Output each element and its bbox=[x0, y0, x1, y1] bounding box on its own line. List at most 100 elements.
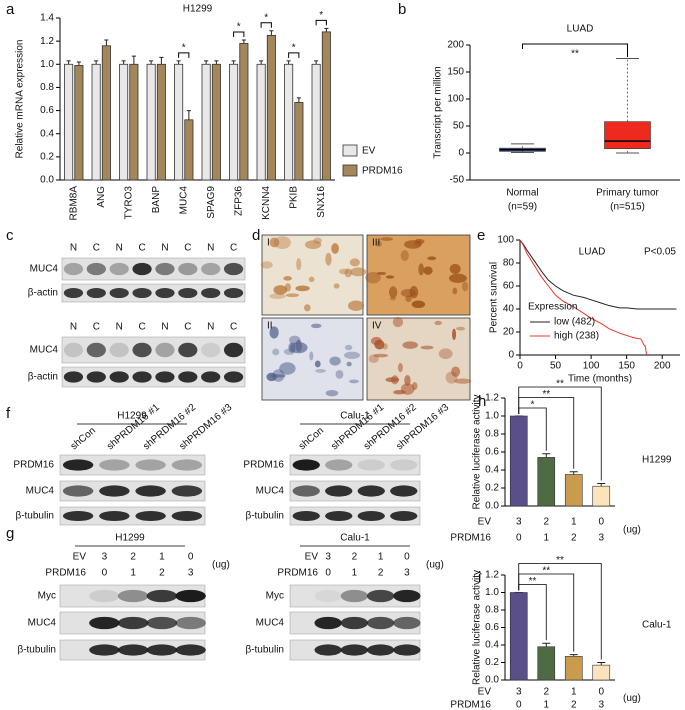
x-tick-label: 100 bbox=[583, 361, 600, 372]
bar bbox=[284, 63, 294, 181]
y-tick-label: 20 bbox=[503, 327, 515, 338]
dose-row-label: EV bbox=[478, 687, 492, 698]
lane-label: C bbox=[138, 243, 145, 254]
error-bar bbox=[542, 453, 551, 458]
image-label: IV bbox=[372, 321, 382, 332]
unit-label: (ug) bbox=[623, 525, 641, 536]
blot-band bbox=[135, 510, 166, 522]
dose-value: 2 bbox=[352, 552, 358, 563]
blot-band bbox=[63, 287, 84, 299]
stain-spot bbox=[348, 300, 365, 311]
stain-spot bbox=[289, 335, 301, 345]
stain-spot bbox=[285, 293, 300, 298]
stain-spot bbox=[365, 271, 381, 284]
error-bar bbox=[186, 110, 191, 120]
lane-label: C bbox=[230, 322, 237, 333]
unit-label: (ug) bbox=[426, 560, 444, 571]
blot-band bbox=[135, 459, 166, 471]
blot-strip bbox=[289, 506, 421, 526]
stain-spot bbox=[314, 360, 321, 368]
row-label: β-tubulin bbox=[245, 645, 284, 656]
dose-value: 2 bbox=[571, 700, 577, 710]
significance-bracket bbox=[315, 19, 327, 26]
stain-spot bbox=[368, 354, 379, 364]
panel-label: h bbox=[478, 393, 486, 410]
row-label: PRDM16 bbox=[243, 460, 284, 471]
stain-spot bbox=[329, 356, 341, 366]
bar bbox=[266, 34, 276, 181]
stain-spot bbox=[438, 348, 453, 360]
dose-row-label: EV bbox=[305, 552, 319, 563]
blot-band bbox=[171, 485, 203, 497]
blot-strip bbox=[59, 454, 206, 476]
y-axis-label: Percent survival bbox=[489, 262, 500, 333]
blot-band bbox=[357, 510, 385, 522]
x-tick-label: SNX16 bbox=[316, 186, 327, 218]
box bbox=[604, 121, 651, 149]
dose-row-label: PRDM16 bbox=[277, 568, 318, 579]
blot-band bbox=[86, 342, 106, 358]
error-bar bbox=[259, 60, 264, 65]
panel-label: g bbox=[6, 525, 14, 542]
x-tick-label: KCNN4 bbox=[261, 186, 272, 220]
stain-spot bbox=[454, 378, 472, 384]
dose-value: 2 bbox=[543, 517, 549, 528]
stain-spot bbox=[260, 261, 273, 269]
panel-label: d bbox=[252, 227, 260, 244]
blot-title: Calu-1 bbox=[340, 533, 370, 544]
error-bar bbox=[296, 97, 301, 103]
chart-title: H1299 bbox=[183, 4, 213, 15]
blot-band bbox=[155, 262, 175, 276]
blot-band bbox=[340, 616, 369, 630]
stain-spot bbox=[269, 237, 280, 248]
y-tick-label: 80 bbox=[503, 258, 515, 269]
blot-band bbox=[325, 485, 353, 497]
error-bar bbox=[241, 39, 246, 44]
legend-swatch bbox=[342, 164, 358, 177]
chart-label: H1299 bbox=[642, 455, 672, 466]
stain-spot bbox=[325, 252, 332, 266]
stain-spot bbox=[462, 281, 469, 292]
significance-bracket bbox=[518, 563, 602, 660]
bar bbox=[537, 457, 556, 507]
stain-spot bbox=[272, 369, 285, 382]
lane-label: C bbox=[93, 243, 100, 254]
legend-swatch bbox=[342, 144, 358, 157]
y-tick-label: 0.8 bbox=[40, 82, 54, 93]
row-label: MUC4 bbox=[30, 345, 59, 356]
blot-title: H1299 bbox=[117, 411, 147, 422]
blot-band bbox=[393, 644, 421, 656]
bar bbox=[311, 63, 321, 181]
y-tick-label: 0 bbox=[458, 148, 464, 159]
blot-band bbox=[175, 589, 206, 603]
blot-band bbox=[366, 589, 395, 603]
blot-band bbox=[155, 342, 175, 358]
blot-band bbox=[175, 616, 206, 630]
blot-band bbox=[99, 485, 130, 497]
stain-spot bbox=[449, 263, 461, 274]
significance-label: * bbox=[292, 42, 296, 53]
blot-band bbox=[314, 589, 342, 603]
stain-spot bbox=[434, 320, 442, 326]
blot-band bbox=[132, 262, 152, 276]
blot-band bbox=[325, 459, 353, 471]
panel-label: b bbox=[398, 1, 406, 18]
lane-label: N bbox=[161, 243, 168, 254]
blot-band bbox=[201, 262, 221, 276]
row-label: β-tubulin bbox=[15, 511, 54, 522]
y-tick-label: 100 bbox=[447, 94, 464, 105]
stain-spot bbox=[392, 316, 404, 328]
dose-value: 3 bbox=[516, 687, 522, 698]
bar bbox=[64, 63, 74, 181]
bar bbox=[564, 656, 583, 681]
blot-band bbox=[86, 371, 106, 383]
stain-spot bbox=[388, 286, 398, 299]
blot-strip bbox=[59, 506, 206, 526]
blot-band bbox=[86, 262, 106, 276]
blot-band bbox=[201, 371, 221, 383]
dose-value: 0 bbox=[516, 700, 522, 710]
y-tick-label: 0.4 bbox=[485, 465, 499, 476]
stain-spot bbox=[397, 362, 403, 373]
stain-spot bbox=[382, 343, 388, 350]
bar bbox=[564, 474, 583, 507]
